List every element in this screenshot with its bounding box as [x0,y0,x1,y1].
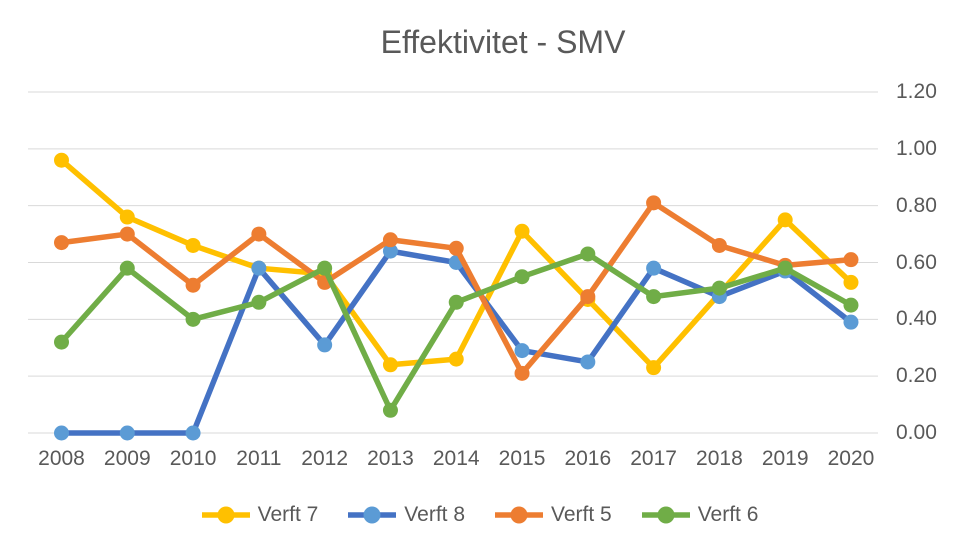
data-point-marker [185,311,201,327]
data-point-marker [514,223,530,239]
data-point-marker [119,260,135,276]
x-axis-tick-label: 2010 [169,447,217,470]
data-point-marker [448,351,464,367]
x-axis-tick-label: 2020 [827,447,875,470]
data-point-marker [646,260,662,276]
legend-line-marker-icon [641,506,690,524]
y-axis-tick-label: 1.00 [896,136,937,160]
x-axis-tick-label: 2009 [103,447,151,470]
data-point-marker [54,152,69,168]
data-point-marker [580,246,596,262]
chart-title: Effektivitet - SMV [380,24,626,60]
x-axis-tick-label: 2012 [301,447,349,470]
data-point-marker [843,274,859,290]
y-axis-tick-label: 0.00 [896,421,937,444]
data-point-marker [777,212,793,228]
data-point-marker [843,314,859,330]
legend-item-verft-5: Verft 5 [495,499,612,531]
legend-label: Verft 8 [404,503,465,526]
data-point-marker [317,337,333,353]
data-point-marker [382,243,398,259]
legend-label: Verft 6 [697,503,759,526]
y-axis-tick-label: 0.40 [896,307,937,331]
legend-label: Verft 5 [551,503,612,526]
data-point-marker [119,209,135,225]
legend-label: Verft 7 [257,503,319,526]
x-axis-tick-label: 2013 [367,447,414,470]
legend-line-marker-icon [201,506,250,524]
data-point-marker [843,252,859,268]
x-axis-tick-label: 2008 [38,447,85,470]
data-point-marker [185,277,201,293]
legend-item-verft-6: Verft 6 [641,499,759,531]
data-point-marker [119,425,135,441]
data-point-marker [382,357,398,373]
data-point-marker [448,294,464,310]
data-point-marker [514,343,530,359]
legend-item-verft-8: Verft 8 [348,499,465,531]
x-axis-tick-label: 2011 [236,447,282,470]
data-point-marker [580,354,596,370]
x-axis-tick-label: 2017 [630,447,677,470]
data-point-marker [185,237,201,253]
data-point-marker [317,260,333,276]
x-axis-tick-label: 2016 [564,447,612,470]
y-axis-tick-label: 0.20 [896,364,937,388]
legend-line-marker-icon [495,506,543,524]
y-axis-tick-label: 1.20 [896,80,937,103]
data-point-marker [514,269,530,285]
data-point-marker [119,226,135,242]
data-point-marker [777,260,793,276]
legend-line-marker-icon [348,506,397,524]
data-point-marker [843,297,859,313]
data-point-marker [54,334,69,350]
data-point-marker [646,289,662,305]
data-point-marker [514,365,530,381]
series-line-verft-5 [58,200,854,377]
data-point-marker [251,226,267,242]
data-point-marker [251,260,267,276]
y-axis-tick-label: 0.80 [896,193,937,217]
y-axis-tick-label: 0.60 [896,250,937,274]
x-axis-tick-label: 2015 [498,447,546,470]
legend-item-verft-7: Verft 7 [201,499,319,531]
data-point-marker [382,402,398,418]
data-point-marker [646,195,662,211]
data-point-marker [54,235,69,251]
x-axis-tick-label: 2019 [761,447,809,470]
data-point-marker [185,425,201,441]
data-point-marker [54,425,69,441]
x-axis-tick-label: 2014 [432,447,480,470]
data-point-marker [448,240,464,256]
data-point-marker [711,237,727,253]
data-point-marker [382,232,398,248]
x-axis-tick-label: 2018 [696,447,743,470]
legend: Verft 7 Verft 8 Verft 5 Verft 6 [0,499,960,531]
data-point-marker [711,280,727,296]
data-point-marker [646,360,662,376]
data-point-marker [251,294,267,310]
data-point-marker [580,289,596,305]
